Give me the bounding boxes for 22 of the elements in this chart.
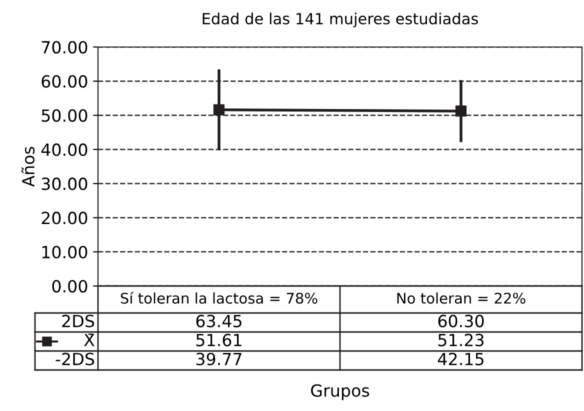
x-tick-label: No toleran = 22% [397, 292, 526, 304]
y-tick-label: 20.00 [42, 212, 88, 224]
chart-title: Edad de las 141 mujeres estudiadas [202, 12, 478, 28]
text: 39.77 [196, 352, 242, 366]
y-tick-label: 50.00 [42, 109, 88, 122]
text: 60.30 [438, 314, 484, 328]
text: 63.45 [196, 314, 242, 328]
y-tick-label: 70.00 [42, 40, 88, 54]
data-label: 51.61 [196, 334, 242, 346]
legend-label: X̄ [84, 334, 94, 346]
data-label: 51.23 [438, 334, 484, 346]
text: -2DS [56, 352, 94, 366]
y-axis-title: Años [21, 146, 35, 187]
y-tick-label: 10.00 [42, 246, 88, 258]
y-tick-label: 30.00 [42, 178, 88, 190]
y-tick-label: 60.00 [42, 75, 88, 88]
text: 2DS [62, 314, 94, 328]
text: 42.15 [438, 352, 484, 366]
y-tick-label: 40.00 [41, 143, 88, 156]
x-tick-label: Sí toleran la lactosa = 78% [120, 292, 318, 304]
x-axis-title: Grupos [311, 384, 370, 400]
y-tick-label: 0.00 [52, 280, 88, 293]
